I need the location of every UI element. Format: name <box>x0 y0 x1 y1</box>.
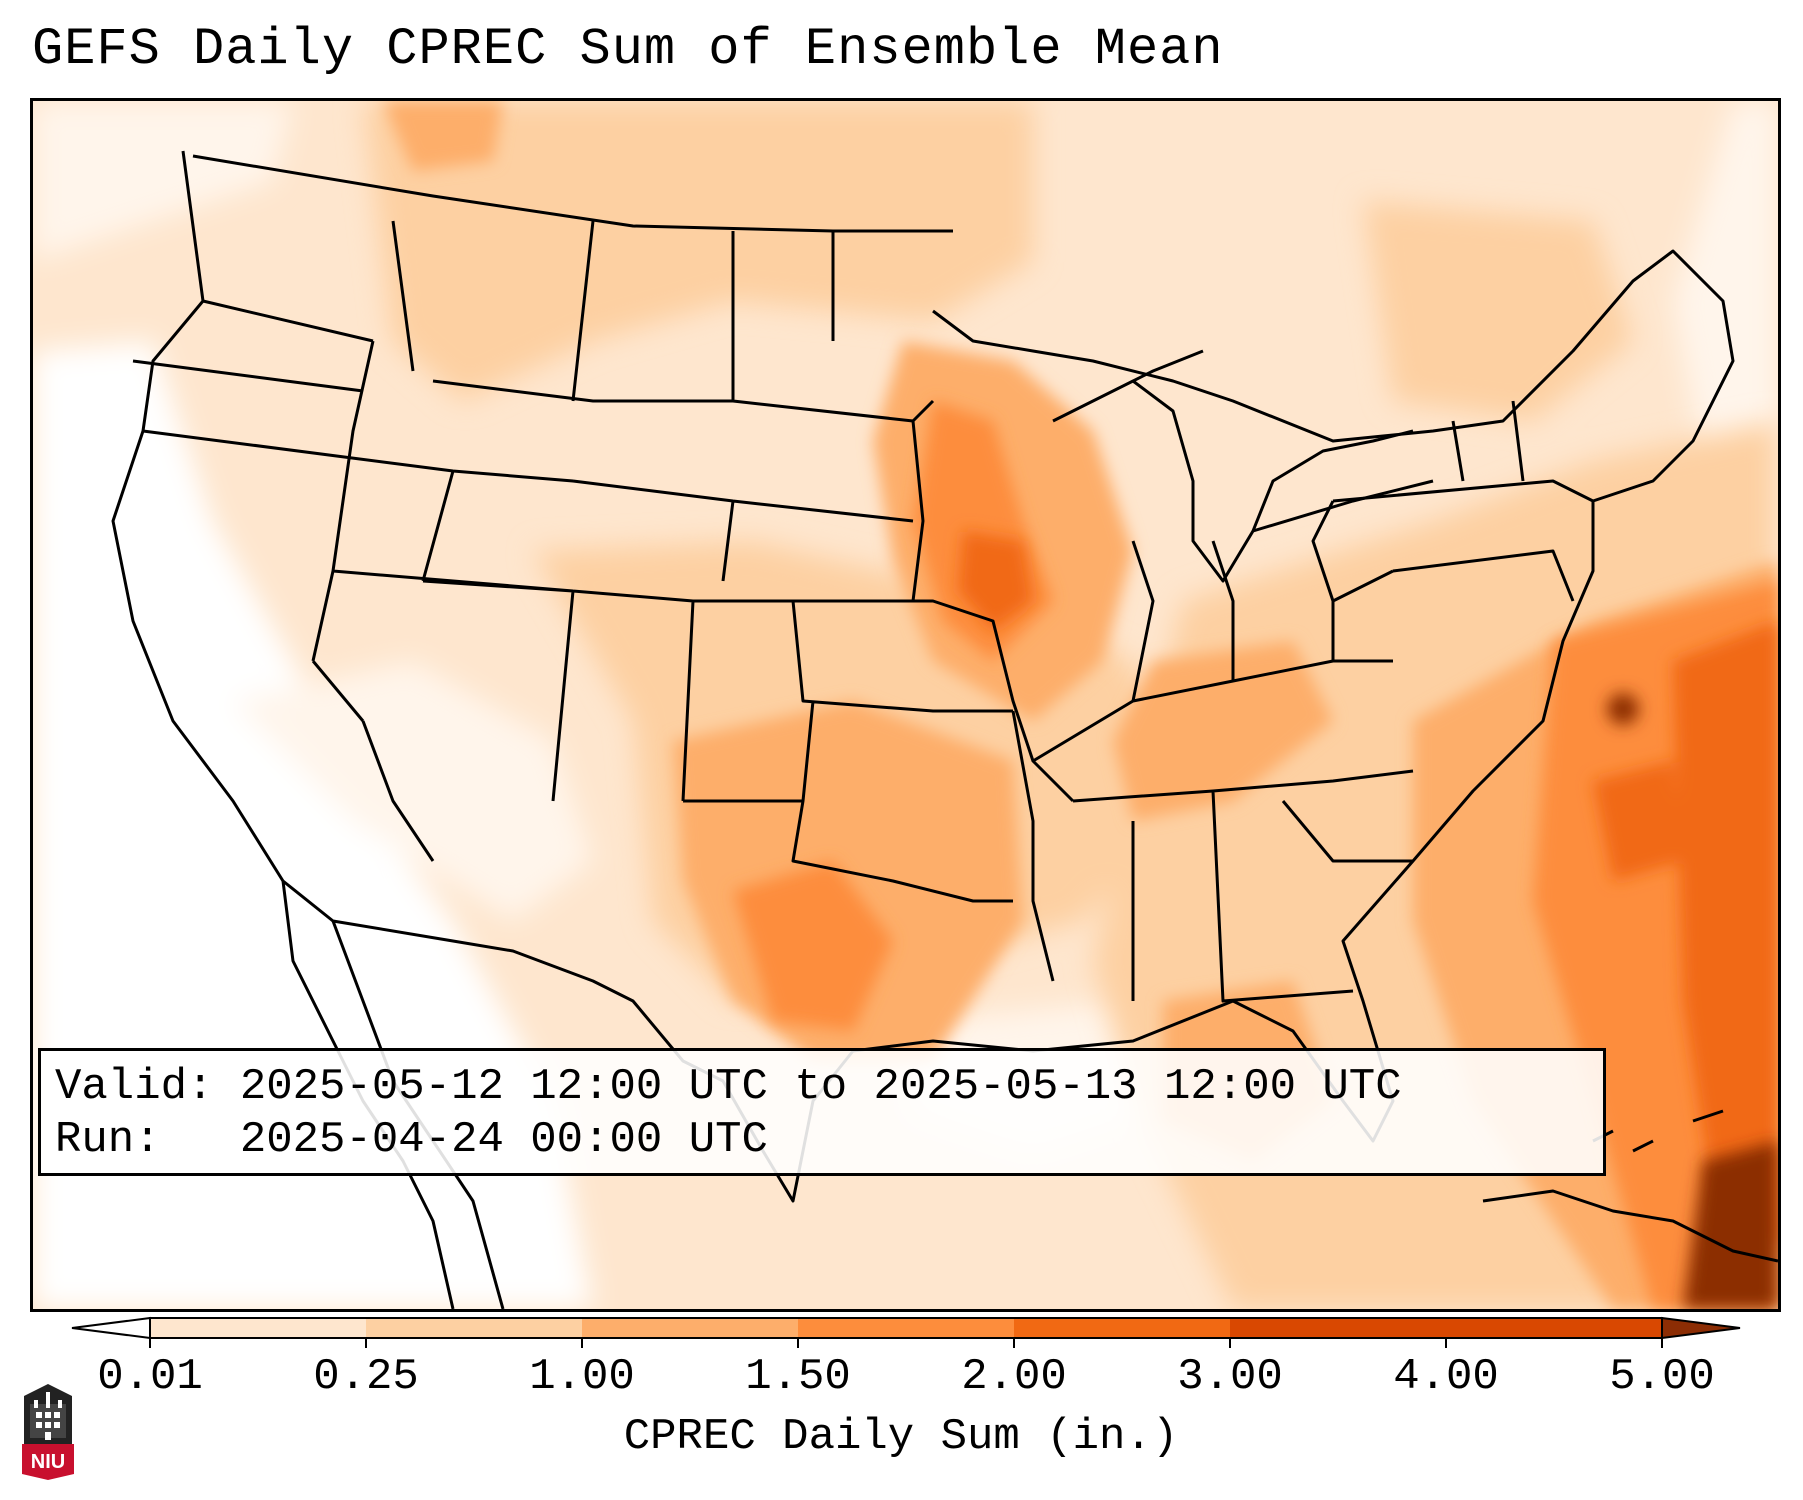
logo-text: NIU <box>31 1451 65 1473</box>
canada-border <box>192 154 953 233</box>
colorbar-ticks <box>149 1338 1663 1348</box>
colorbar-tick-label: 0.01 <box>97 1352 203 1402</box>
valid-run-info-box: Valid: 2025-05-12 12:00 UTC to 2025-05-1… <box>38 1048 1606 1176</box>
colorbar-segment <box>582 1318 799 1338</box>
colorbar-under-extend <box>71 1316 151 1340</box>
state-lines <box>132 220 1594 1003</box>
run-time-text: Run: 2025-04-24 00:00 UTC <box>55 1115 768 1165</box>
colorbar-over-extend <box>1661 1316 1741 1340</box>
colorbar-tick-label: 3.00 <box>1177 1352 1283 1402</box>
colorbar-segments <box>71 1316 1741 1340</box>
colorbar-segment <box>1446 1318 1663 1338</box>
precip-field-darkest <box>1607 693 1778 1309</box>
colorbar-tick-label: 4.00 <box>1393 1352 1499 1402</box>
chart-title: GEFS Daily CPREC Sum of Ensemble Mean <box>32 20 1224 79</box>
colorbar-tick-label: 0.25 <box>313 1352 419 1402</box>
colorbar-tick-label: 1.00 <box>529 1352 635 1402</box>
colorbar-segment <box>150 1318 367 1338</box>
colorbar-segment <box>798 1318 1015 1338</box>
precip-field-deeper <box>958 531 1778 1251</box>
colorbar-tick-label: 2.00 <box>961 1352 1067 1402</box>
great-lakes <box>1052 349 1434 583</box>
colorbar-segment <box>1230 1318 1447 1338</box>
colorbar-label: CPREC Daily Sum (in.) <box>623 1412 1179 1462</box>
colorbar-tick-label: 5.00 <box>1609 1352 1715 1402</box>
colorbar-segment <box>1014 1318 1231 1338</box>
colorbar-segment <box>366 1318 583 1338</box>
colorbar-tick-label: 1.50 <box>745 1352 851 1402</box>
valid-time-text: Valid: 2025-05-12 12:00 UTC to 2025-05-1… <box>55 1062 1402 1112</box>
niu-logo: NIU <box>20 1382 76 1480</box>
niu-logo-icon: NIU <box>22 1384 74 1480</box>
colorbar-border <box>149 1317 1663 1339</box>
